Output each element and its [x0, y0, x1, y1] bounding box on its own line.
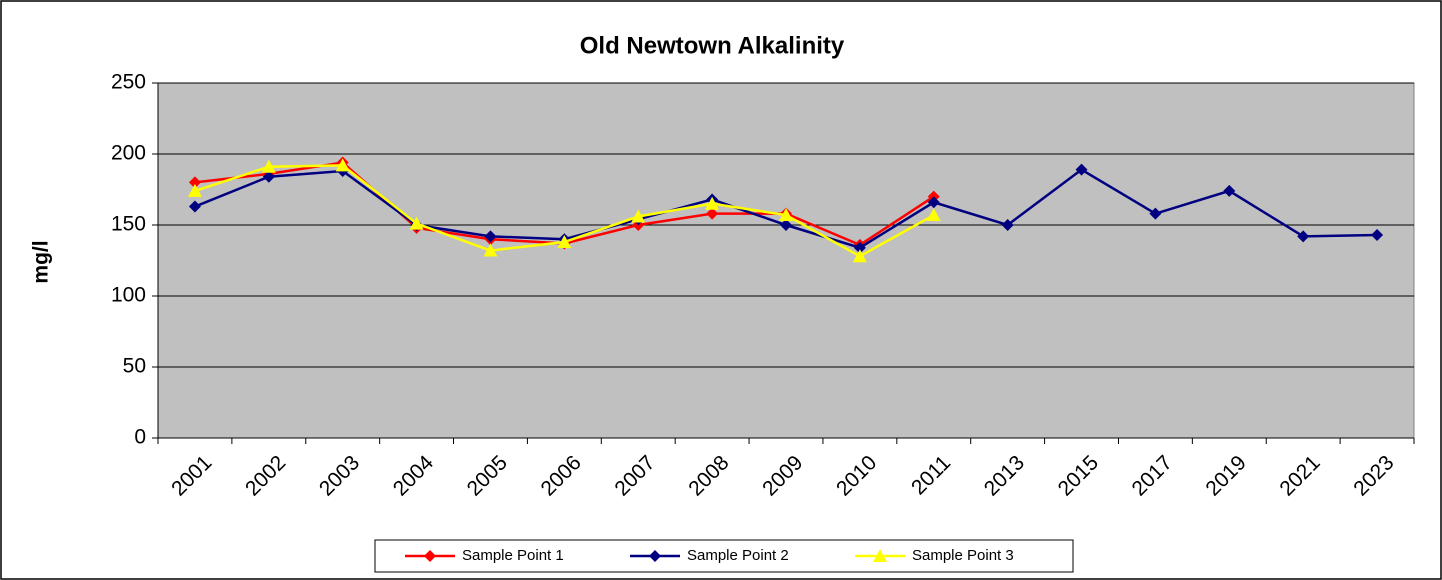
data-point [852, 249, 867, 263]
legend [374, 539, 1074, 573]
data-point [705, 196, 720, 210]
legend-label: Sample Point 2 [687, 547, 789, 564]
data-point [853, 241, 866, 254]
data-point [261, 159, 276, 173]
y-tick-label: 250 [111, 71, 146, 94]
y-axis-label: mg/l [30, 240, 53, 283]
y-tick-label: 50 [123, 355, 146, 378]
data-point [409, 216, 424, 230]
data-point [779, 208, 793, 222]
legend-marker [649, 550, 661, 562]
data-point [926, 208, 941, 222]
data-point [262, 170, 275, 183]
legend-label: Sample Point 3 [912, 547, 1014, 564]
data-point [187, 183, 202, 197]
data-point [557, 235, 572, 249]
data-point [483, 243, 498, 257]
data-point [927, 196, 940, 209]
data-point [1223, 184, 1236, 197]
legend-label: Sample Point 1 [462, 547, 564, 564]
data-point [1001, 219, 1014, 231]
data-point [188, 176, 201, 189]
chart-title: Old Newtown Alkalinity [580, 32, 845, 59]
y-tick-label: 0 [134, 426, 146, 449]
legend-marker [873, 549, 887, 562]
data-point [706, 207, 719, 220]
data-point [484, 230, 497, 243]
data-point [188, 200, 201, 213]
data-point [1297, 230, 1310, 243]
plot-area [157, 82, 1415, 439]
data-point [780, 219, 792, 231]
y-tick-label: 200 [111, 142, 146, 165]
data-point [1075, 163, 1088, 176]
data-point [1371, 228, 1384, 241]
data-point [1149, 207, 1162, 220]
data-point [631, 209, 646, 223]
y-tick-label: 100 [111, 284, 146, 307]
data-point [335, 158, 350, 172]
y-tick-label: 150 [111, 213, 146, 236]
legend-marker [424, 550, 436, 562]
